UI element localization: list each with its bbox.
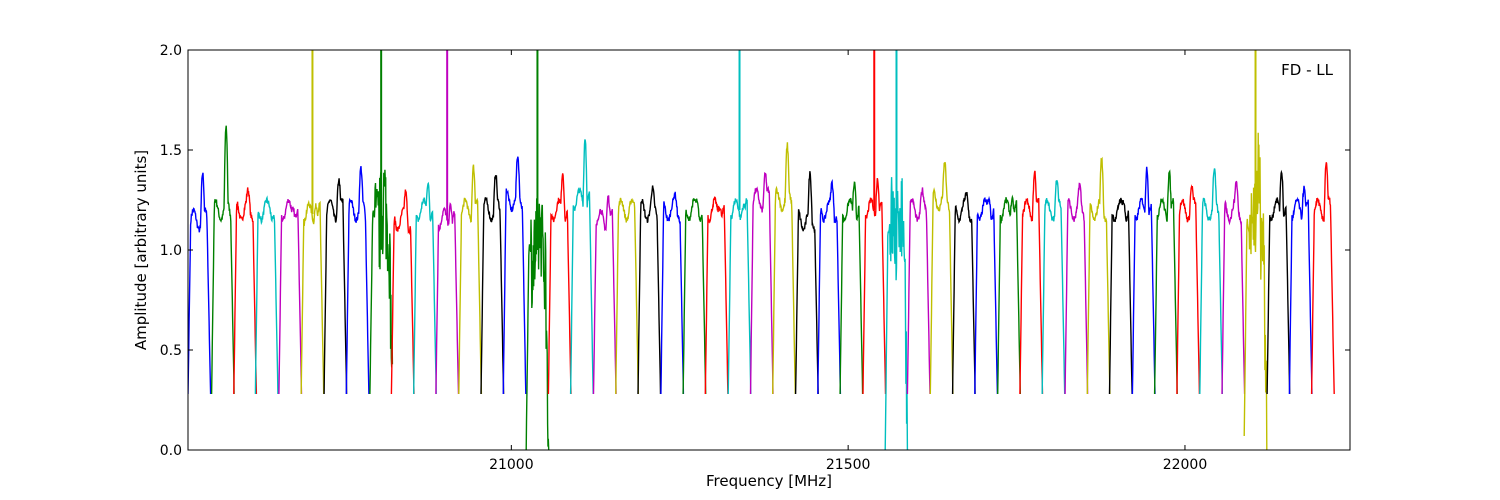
series-line-42 [1131, 166, 1156, 395]
series-line-35 [974, 195, 999, 395]
series-line-49 [1288, 185, 1313, 395]
series-line-50 [1310, 162, 1335, 395]
series-line-21 [660, 191, 685, 395]
y-tick-label-3: 1.5 [160, 143, 182, 159]
series-line-25 [749, 172, 774, 395]
series-layer [188, 50, 1335, 450]
series-line-27 [794, 171, 819, 395]
tick-layer: 21000 21500 22000 0.0 0.5 1.0 1.5 2.0 [160, 43, 1350, 473]
series-line-29 [839, 181, 864, 395]
series-line-4 [278, 199, 303, 395]
series-line-44 [1176, 184, 1201, 395]
y-tick-label-1: 0.5 [160, 343, 182, 359]
plot-frame [187, 49, 1351, 451]
series-line-23 [704, 196, 729, 395]
series-line-13 [480, 175, 505, 395]
series-line-30 [862, 177, 887, 395]
series-line-20 [637, 185, 662, 395]
series-line-37 [1019, 170, 1044, 395]
series-line-38 [1041, 180, 1066, 395]
series-line-11 [435, 202, 460, 395]
series-line-1 [210, 125, 235, 395]
series-line-31 [884, 177, 909, 450]
y-tick-label-4: 2.0 [160, 43, 182, 59]
series-line-39 [1064, 182, 1089, 395]
y-tick-label-2: 1.0 [160, 243, 182, 259]
x-tick-label-2: 22000 [1163, 457, 1208, 473]
chart-annotation: FD - LL [1281, 61, 1333, 79]
x-axis-label: Frequency [MHz] [706, 472, 832, 490]
series-line-40 [1086, 156, 1111, 395]
series-line-3 [254, 195, 279, 395]
series-line-41 [1108, 197, 1133, 395]
series-line-10 [413, 181, 437, 395]
series-line-12 [458, 164, 483, 395]
series-line-43 [1153, 169, 1178, 395]
series-line-26 [772, 142, 796, 395]
series-line-2 [233, 187, 258, 395]
series-line-28 [817, 178, 842, 395]
series-line-19 [615, 197, 639, 395]
series-line-34 [951, 192, 976, 395]
y-axis-label: Amplitude [arbitrary units] [132, 150, 150, 350]
series-line-22 [682, 197, 707, 395]
series-line-6 [323, 178, 348, 395]
series-line-16 [547, 173, 572, 395]
series-line-24 [727, 198, 752, 395]
series-line-9 [390, 189, 415, 395]
series-line-36 [997, 194, 1021, 395]
y-tick-label-0: 0.0 [160, 443, 182, 459]
series-line-46 [1221, 180, 1246, 395]
series-line-5 [300, 199, 325, 395]
series-line-45 [1199, 168, 1223, 395]
series-line-17 [569, 139, 594, 395]
series-line-48 [1266, 169, 1291, 395]
series-line-18 [592, 195, 617, 395]
series-line-7 [345, 165, 370, 395]
series-line-0 [188, 172, 212, 395]
x-tick-label-0: 21000 [489, 457, 534, 473]
series-line-47 [1243, 132, 1268, 450]
series-line-8 [369, 169, 394, 395]
series-line-33 [929, 162, 954, 395]
series-line-32 [906, 187, 931, 395]
series-line-14 [502, 156, 527, 395]
x-tick-label-1: 21500 [826, 457, 871, 473]
